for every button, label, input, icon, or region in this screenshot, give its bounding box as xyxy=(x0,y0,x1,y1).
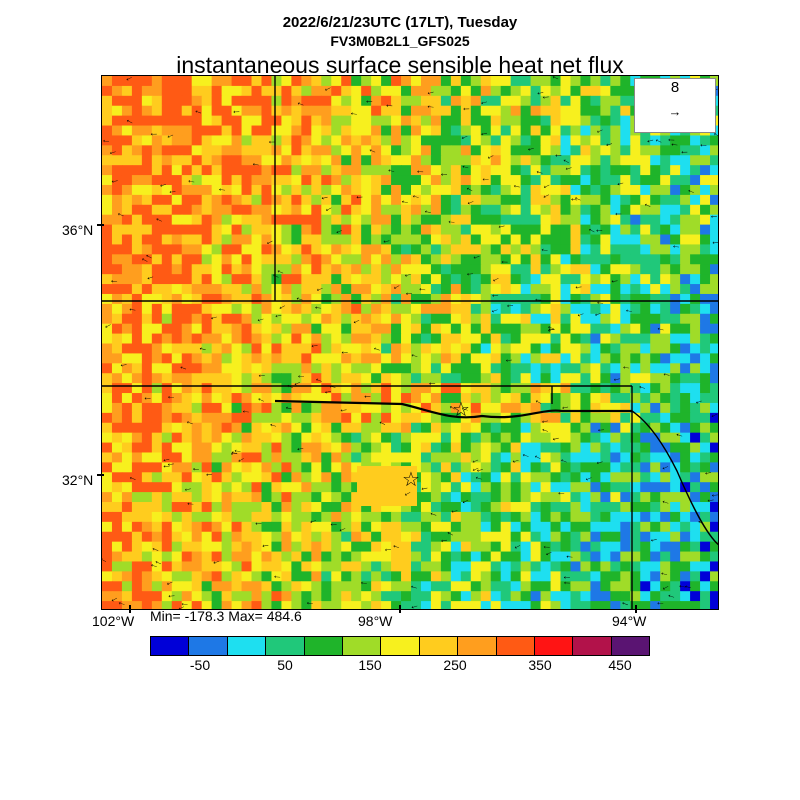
lon-label-98W: 98°W xyxy=(358,613,392,629)
colorbar-segment xyxy=(420,637,458,655)
tick-label-50: 50 xyxy=(277,657,293,673)
tick-mark xyxy=(635,605,637,613)
lat-label-32N: 32°N xyxy=(62,472,93,488)
colorbar-segment xyxy=(612,637,649,655)
colorbar-segment xyxy=(228,637,266,655)
lat-label-36N: 36°N xyxy=(62,222,93,238)
lon-label-94W: 94°W xyxy=(612,613,646,629)
tick-mark xyxy=(97,474,104,476)
colorbar-segment xyxy=(381,637,419,655)
tick-label-450: 450 xyxy=(608,657,631,673)
colorbar-tick-labels: -50 50 150 250 350 450 xyxy=(150,657,650,677)
min-max-label: Min= -178.3 Max= 484.6 xyxy=(150,608,302,624)
colorbar-segment xyxy=(535,637,573,655)
tick-label-350: 350 xyxy=(528,657,551,673)
colorbar-segment xyxy=(497,637,535,655)
tick-mark xyxy=(97,224,104,226)
tick-label-250: 250 xyxy=(443,657,466,673)
tick-label-150: 150 xyxy=(358,657,381,673)
colorbar xyxy=(150,636,650,656)
colorbar-segment xyxy=(458,637,496,655)
colorbar-segment xyxy=(266,637,304,655)
tick-mark xyxy=(399,605,401,613)
lon-label-102W: 102°W xyxy=(92,613,134,629)
colorbar-segment xyxy=(305,637,343,655)
colorbar-segment xyxy=(343,637,381,655)
tick-label--50: -50 xyxy=(190,657,210,673)
tick-mark xyxy=(129,605,131,613)
axis-labels: 36°N 32°N 102°W 98°W 94°W xyxy=(0,0,800,800)
colorbar-segment xyxy=(189,637,227,655)
colorbar-segment xyxy=(151,637,189,655)
colorbar-segment xyxy=(573,637,611,655)
